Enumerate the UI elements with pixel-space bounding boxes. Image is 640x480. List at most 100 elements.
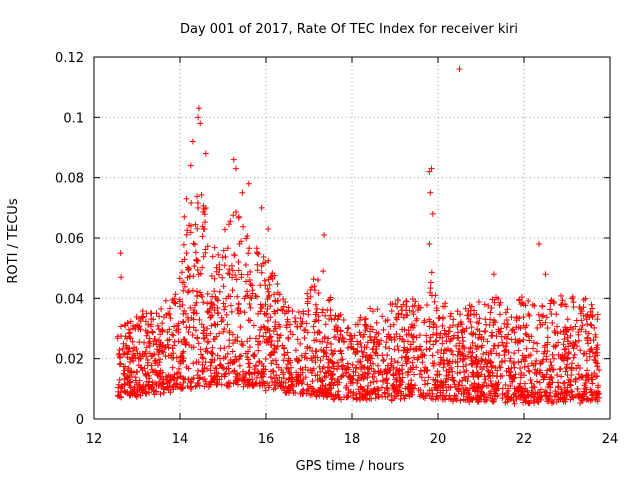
data-point	[278, 367, 285, 374]
data-point	[384, 316, 391, 323]
data-point	[218, 381, 225, 388]
data-point	[146, 389, 153, 396]
data-point	[493, 333, 500, 340]
data-point	[324, 394, 331, 401]
data-point	[265, 384, 272, 391]
data-point	[204, 365, 211, 372]
data-point	[155, 362, 162, 369]
data-point	[388, 307, 395, 314]
data-point	[226, 271, 233, 278]
data-point	[170, 375, 177, 382]
data-point	[272, 357, 279, 364]
data-point	[575, 329, 582, 336]
data-point	[401, 344, 408, 351]
data-point	[285, 357, 292, 364]
data-point	[594, 311, 601, 318]
data-point	[271, 291, 278, 298]
data-point	[374, 385, 381, 392]
data-point	[526, 368, 533, 375]
data-point	[514, 386, 521, 393]
data-point	[457, 318, 464, 325]
data-point	[234, 371, 241, 378]
data-point	[121, 350, 128, 357]
data-point	[249, 381, 256, 388]
data-point	[215, 271, 222, 278]
data-point	[367, 360, 374, 367]
data-point	[139, 314, 146, 321]
data-point	[117, 250, 124, 257]
data-point	[353, 396, 360, 403]
data-point	[127, 335, 134, 342]
data-point	[165, 352, 172, 359]
data-point	[423, 332, 430, 339]
data-point	[131, 352, 138, 359]
data-point	[238, 238, 245, 245]
data-point	[219, 274, 226, 281]
data-point	[508, 336, 515, 343]
data-point	[322, 388, 329, 395]
data-point	[488, 364, 495, 371]
data-point	[573, 365, 580, 372]
data-point	[321, 373, 328, 380]
data-point	[292, 314, 299, 321]
data-point	[238, 352, 245, 359]
data-point	[123, 344, 130, 351]
data-point	[315, 290, 322, 297]
data-point	[211, 307, 218, 314]
data-point	[350, 345, 357, 352]
data-point	[439, 396, 446, 403]
data-point	[198, 351, 205, 358]
data-point	[233, 379, 240, 386]
data-point	[344, 329, 351, 336]
data-point	[258, 369, 265, 376]
data-point	[472, 357, 479, 364]
data-point	[570, 299, 577, 306]
data-point	[211, 357, 218, 364]
data-point	[538, 393, 545, 400]
data-point	[301, 327, 308, 334]
data-point	[545, 383, 552, 390]
data-point	[225, 365, 232, 372]
data-point	[375, 330, 382, 337]
data-point	[133, 389, 140, 396]
data-point	[452, 383, 459, 390]
data-point	[555, 339, 562, 346]
data-point	[362, 315, 369, 322]
data-point	[551, 393, 558, 400]
data-point	[267, 333, 274, 340]
data-point	[325, 370, 332, 377]
data-point	[278, 378, 285, 385]
data-point	[469, 349, 476, 356]
data-point	[194, 379, 201, 386]
data-point	[227, 302, 234, 309]
data-point	[568, 391, 575, 398]
data-point	[267, 314, 274, 321]
data-point	[396, 382, 403, 389]
data-point	[450, 316, 457, 323]
data-point	[391, 337, 398, 344]
data-point	[343, 382, 350, 389]
data-point	[151, 358, 158, 365]
data-point	[221, 226, 228, 233]
data-point	[482, 316, 489, 323]
data-point	[285, 334, 292, 341]
data-point	[183, 195, 190, 202]
data-point	[518, 370, 525, 377]
data-point	[244, 233, 251, 240]
data-point	[587, 308, 594, 315]
data-point	[582, 295, 589, 302]
data-point	[534, 398, 541, 405]
data-point	[148, 366, 155, 373]
data-point	[439, 382, 446, 389]
data-point	[267, 274, 274, 281]
data-point	[459, 342, 466, 349]
data-point	[465, 373, 472, 380]
data-point	[327, 382, 334, 389]
data-point	[423, 338, 430, 345]
data-point	[537, 321, 544, 328]
data-point	[402, 392, 409, 399]
data-point	[334, 324, 341, 331]
data-point	[204, 325, 211, 332]
data-point	[476, 315, 483, 322]
data-point	[476, 331, 483, 338]
